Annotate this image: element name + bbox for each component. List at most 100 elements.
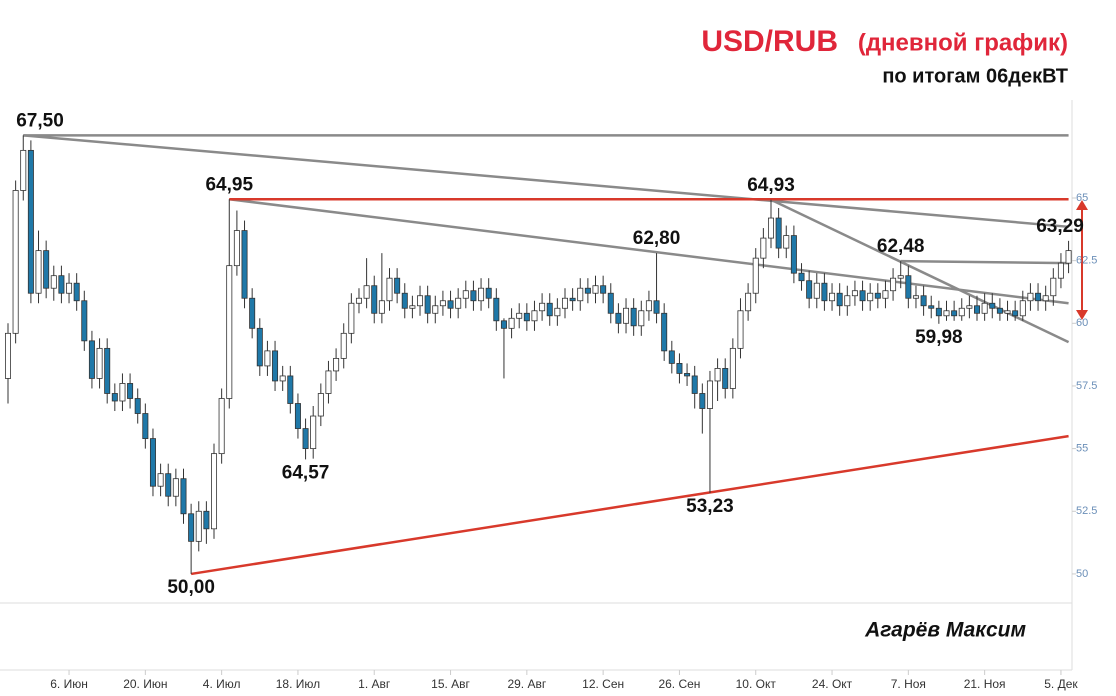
candle-body [844,295,851,307]
trend-line [23,134,1069,229]
candle-body [394,277,401,294]
candle-body [264,350,271,367]
candle-body [172,478,179,497]
candle-body [951,310,958,317]
candle-body [584,287,591,294]
candle-body [355,297,362,304]
candle-body [1050,277,1057,297]
candle-body [73,282,80,302]
author: Агарёв Максим [864,619,1026,642]
price-annotation: 59,98 [915,327,963,348]
candle-body [310,415,317,450]
candle-body [378,300,385,314]
x-tick-label: 1. Авг [358,677,391,691]
candle-body [88,340,95,379]
trend-line [229,198,1069,305]
candle-body [1065,250,1072,264]
x-tick-label: 7. Ноя [891,677,926,691]
candle-body [1019,300,1026,317]
candle-body [706,380,713,409]
trend-line [190,434,1069,576]
trend-line [770,198,1070,344]
candle-body [745,292,752,312]
candle-body [966,305,973,309]
price-annotation: 64,57 [282,462,330,483]
candle-body [12,190,19,334]
candle-body [81,300,88,342]
candle-body [592,285,599,294]
candle-body [386,277,393,302]
candle-body [996,307,1003,314]
candle-body [653,300,660,314]
candle-body [493,297,500,322]
y-tick-label: 52.5 [1076,505,1097,517]
y-tick-label: 65 [1076,192,1088,204]
candle-body [806,280,813,299]
candle-body [455,297,462,309]
candle-body [661,312,668,352]
candle-body [516,312,523,319]
x-tick-label: 24. Окт [812,677,853,691]
candle-body [912,295,919,299]
chart-title: USD/RUB [701,25,838,58]
candle-body [272,350,279,382]
candle-body [638,310,645,327]
candle-body [20,149,27,191]
candle-body [523,312,530,322]
candle-body [500,320,507,329]
candle-body [439,300,446,307]
candle-body [203,510,210,530]
trend-line [900,259,1069,265]
range-arrow [1076,200,1088,320]
candle-body [699,393,706,409]
candle-body [165,473,172,497]
candle-body [249,297,256,329]
candle-body [935,307,942,317]
chart-subtitle: (дневной график) [858,29,1068,56]
candle-body [96,347,103,379]
candle-body [539,302,546,312]
candle-body [111,393,118,402]
candle-body [607,292,614,314]
candle-body [348,302,355,334]
candle-body [600,285,607,294]
chart-note: по итогам 06декВТ [882,65,1068,87]
x-tick-label: 10. Окт [736,677,777,691]
candle-body [1035,292,1042,302]
candle-body [905,275,912,299]
candle-body [867,292,874,302]
candle-body [943,310,950,317]
price-annotation: 64,95 [205,174,253,195]
price-annotation: 62,48 [877,236,925,257]
x-tick-label: 4. Июл [203,677,241,691]
candle-body [1004,310,1011,314]
candle-body [218,398,225,455]
candle-body [470,290,477,302]
candle-body [180,478,187,515]
candle-body [890,277,897,292]
x-tick-label: 29. Авг [507,677,546,691]
candle-body [409,305,416,309]
candle-body [302,428,309,450]
candle-body [569,297,576,302]
candle-body [142,413,149,439]
candle-body [874,292,881,299]
candle-body [623,307,630,324]
price-annotation: 63,29 [1036,216,1084,237]
y-tick-label: 62.5 [1076,255,1097,267]
y-tick-label: 50 [1076,568,1088,580]
candle-body [149,438,156,487]
candle-body [737,310,744,349]
candle-body [119,383,126,402]
candle-body [424,295,431,314]
candle-body [279,375,286,382]
candle-body [768,217,775,239]
candle-body [1027,292,1034,302]
candle-body [691,375,698,394]
y-tick-label: 57.5 [1076,380,1097,392]
candle-body [546,302,553,317]
candle-body [722,368,729,389]
candle-body [134,398,141,414]
candle-body [58,275,65,294]
candle-body [615,312,622,324]
